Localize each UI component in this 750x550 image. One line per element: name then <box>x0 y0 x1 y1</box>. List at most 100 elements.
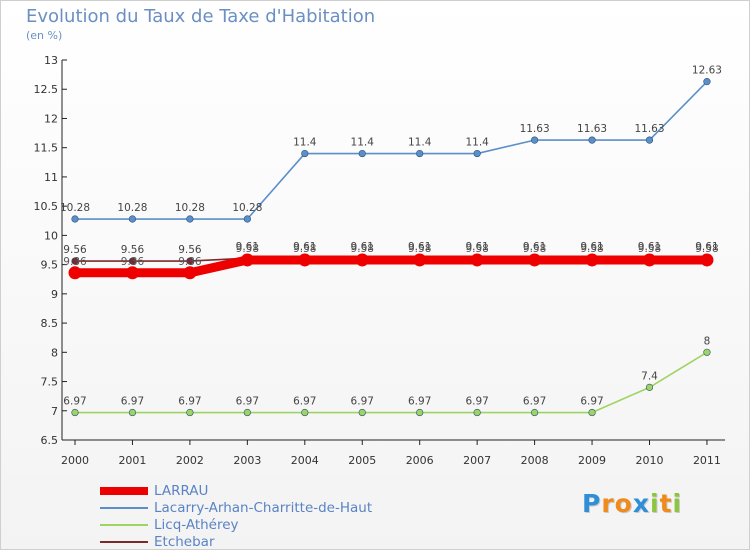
data-label-larrau: 9.36 <box>178 256 202 268</box>
data-label-licq-ath-rey: 6.97 <box>293 396 316 408</box>
data-point-larrau <box>355 253 369 267</box>
data-point-larrau <box>528 253 542 267</box>
legend-label: Lacarry-Arhan-Charritte-de-Haut <box>154 499 373 516</box>
data-label-etchebar: 9.61 <box>580 241 603 253</box>
x-tick-label: 2008 <box>521 454 549 467</box>
series-line-lacarry-arhan-charritte-de-haut <box>74 80 708 220</box>
y-tick-label: 13 <box>44 54 58 67</box>
chart-subtitle: (en %) <box>26 29 63 42</box>
legend-swatch <box>100 523 148 526</box>
data-label-lacarry-arhan-charritte-de-haut: 10.28 <box>232 202 262 214</box>
data-label-lacarry-arhan-charritte-de-haut: 10.28 <box>117 202 147 214</box>
data-point-licq-ath-rey <box>473 408 481 417</box>
data-point-licq-ath-rey <box>301 408 309 417</box>
x-tick-label: 2000 <box>61 454 89 467</box>
legend-item-larrau: LARRAU <box>100 482 372 499</box>
data-label-etchebar: 9.61 <box>236 241 259 253</box>
data-label-licq-ath-rey: 6.97 <box>63 396 86 408</box>
data-point-lacarry-arhan-charritte-de-haut <box>416 149 424 158</box>
y-tick-label: 10.5 <box>34 200 59 213</box>
x-tick-label: 2003 <box>233 454 261 467</box>
legend-item-etchebar: Etchebar <box>100 533 372 550</box>
x-tick-label: 2001 <box>118 454 146 467</box>
data-point-licq-ath-rey <box>71 408 79 417</box>
logo-letter: i <box>672 489 683 518</box>
data-point-larrau <box>298 253 312 267</box>
data-label-etchebar: 9.56 <box>178 244 202 256</box>
data-label-licq-ath-rey: 6.97 <box>236 396 259 408</box>
data-label-licq-ath-rey: 6.97 <box>465 396 488 408</box>
data-point-lacarry-arhan-charritte-de-haut <box>301 149 309 158</box>
data-label-larrau: 9.58 <box>523 243 546 255</box>
data-point-lacarry-arhan-charritte-de-haut <box>186 215 194 223</box>
data-label-larrau: 9.58 <box>695 243 718 255</box>
data-label-licq-ath-rey: 8 <box>704 335 711 347</box>
data-point-licq-ath-rey <box>416 408 424 417</box>
data-label-etchebar: 9.56 <box>121 244 145 256</box>
data-label-larrau: 9.58 <box>638 243 661 255</box>
data-label-lacarry-arhan-charritte-de-haut: 11.4 <box>408 137 432 149</box>
legend-swatch <box>100 506 148 509</box>
data-label-larrau: 9.58 <box>465 243 488 255</box>
data-label-lacarry-arhan-charritte-de-haut: 10.28 <box>175 202 205 214</box>
data-labels: 10.28 10.28 10.28 10.28 11.4 11.4 11.4 11.4 11.6… <box>60 65 722 408</box>
logo-letter: o <box>614 489 633 518</box>
line-chart: 6.5 7 7.5 8 8.5 9 9.5 10 10.5 11 11.5 12 12.5 13 2000 2… <box>34 54 725 467</box>
data-label-etchebar: 9.61 <box>638 241 661 253</box>
data-label-etchebar: 9.61 <box>293 241 316 253</box>
data-point-licq-ath-rey <box>530 408 539 417</box>
y-tick-label: 12.5 <box>34 83 59 96</box>
logo-letter: x <box>632 489 650 518</box>
data-point-lacarry-arhan-charritte-de-haut <box>703 78 711 86</box>
data-label-larrau: 9.58 <box>580 243 603 255</box>
data-point-larrau <box>183 266 197 280</box>
data-point-larrau <box>585 253 599 267</box>
data-label-larrau: 9.36 <box>63 256 87 268</box>
y-tick-label: 11 <box>44 171 58 184</box>
data-label-larrau: 9.58 <box>293 243 316 255</box>
series-line-licq-ath-rey <box>74 351 708 414</box>
data-label-etchebar: 9.61 <box>523 241 546 253</box>
data-point-lacarry-arhan-charritte-de-haut <box>645 136 654 144</box>
logo-letter: r <box>601 489 615 518</box>
data-label-licq-ath-rey: 7.4 <box>641 370 658 382</box>
data-label-lacarry-arhan-charritte-de-haut: 12.63 <box>692 65 722 77</box>
data-label-etchebar: 9.61 <box>465 241 488 253</box>
data-label-larrau: 9.58 <box>351 243 374 255</box>
data-point-larrau <box>470 253 484 267</box>
data-point-larrau <box>240 253 254 267</box>
data-point-licq-ath-rey <box>358 408 366 417</box>
data-point-licq-ath-rey <box>186 408 194 417</box>
legend-item-lacarry: Lacarry-Arhan-Charritte-de-Haut <box>100 499 372 516</box>
logo-letter: P <box>582 489 602 518</box>
legend-label: Etchebar <box>154 533 215 550</box>
data-point-licq-ath-rey <box>588 408 596 417</box>
x-tick-label: 2006 <box>406 454 434 467</box>
legend-label: LARRAU <box>154 482 209 499</box>
data-point-licq-ath-rey <box>645 383 654 391</box>
data-point-licq-ath-rey <box>128 408 137 417</box>
data-label-licq-ath-rey: 6.97 <box>523 396 546 408</box>
x-tick-label: 2002 <box>176 454 204 467</box>
x-tick-label: 2007 <box>463 454 491 467</box>
data-point-larrau <box>643 253 656 267</box>
data-label-licq-ath-rey: 6.97 <box>121 396 144 408</box>
x-tick-label: 2010 <box>636 454 664 467</box>
data-point-lacarry-arhan-charritte-de-haut <box>530 136 539 144</box>
y-tick-label: 10 <box>44 229 58 242</box>
data-label-lacarry-arhan-charritte-de-haut: 11.63 <box>520 123 550 135</box>
data-point-lacarry-arhan-charritte-de-haut <box>71 215 79 223</box>
data-point-larrau <box>68 266 82 280</box>
data-label-licq-ath-rey: 6.97 <box>580 396 603 408</box>
chart-title: Evolution du Taux de Taxe d'Habitation <box>26 6 376 27</box>
data-label-licq-ath-rey: 6.97 <box>408 396 431 408</box>
legend-swatch <box>100 486 148 495</box>
series-layer <box>68 78 714 417</box>
chart-axes: 6.5 7 7.5 8 8.5 9 9.5 10 10.5 11 11.5 12 12.5 13 2000 2… <box>34 54 725 467</box>
legend-swatch <box>100 540 148 543</box>
data-label-lacarry-arhan-charritte-de-haut: 11.4 <box>465 137 489 149</box>
logo-letter: t <box>659 489 673 518</box>
y-tick-label: 8.5 <box>41 317 59 330</box>
proxiti-logo: Proxiti <box>582 489 682 518</box>
data-point-etchebar <box>128 257 137 265</box>
